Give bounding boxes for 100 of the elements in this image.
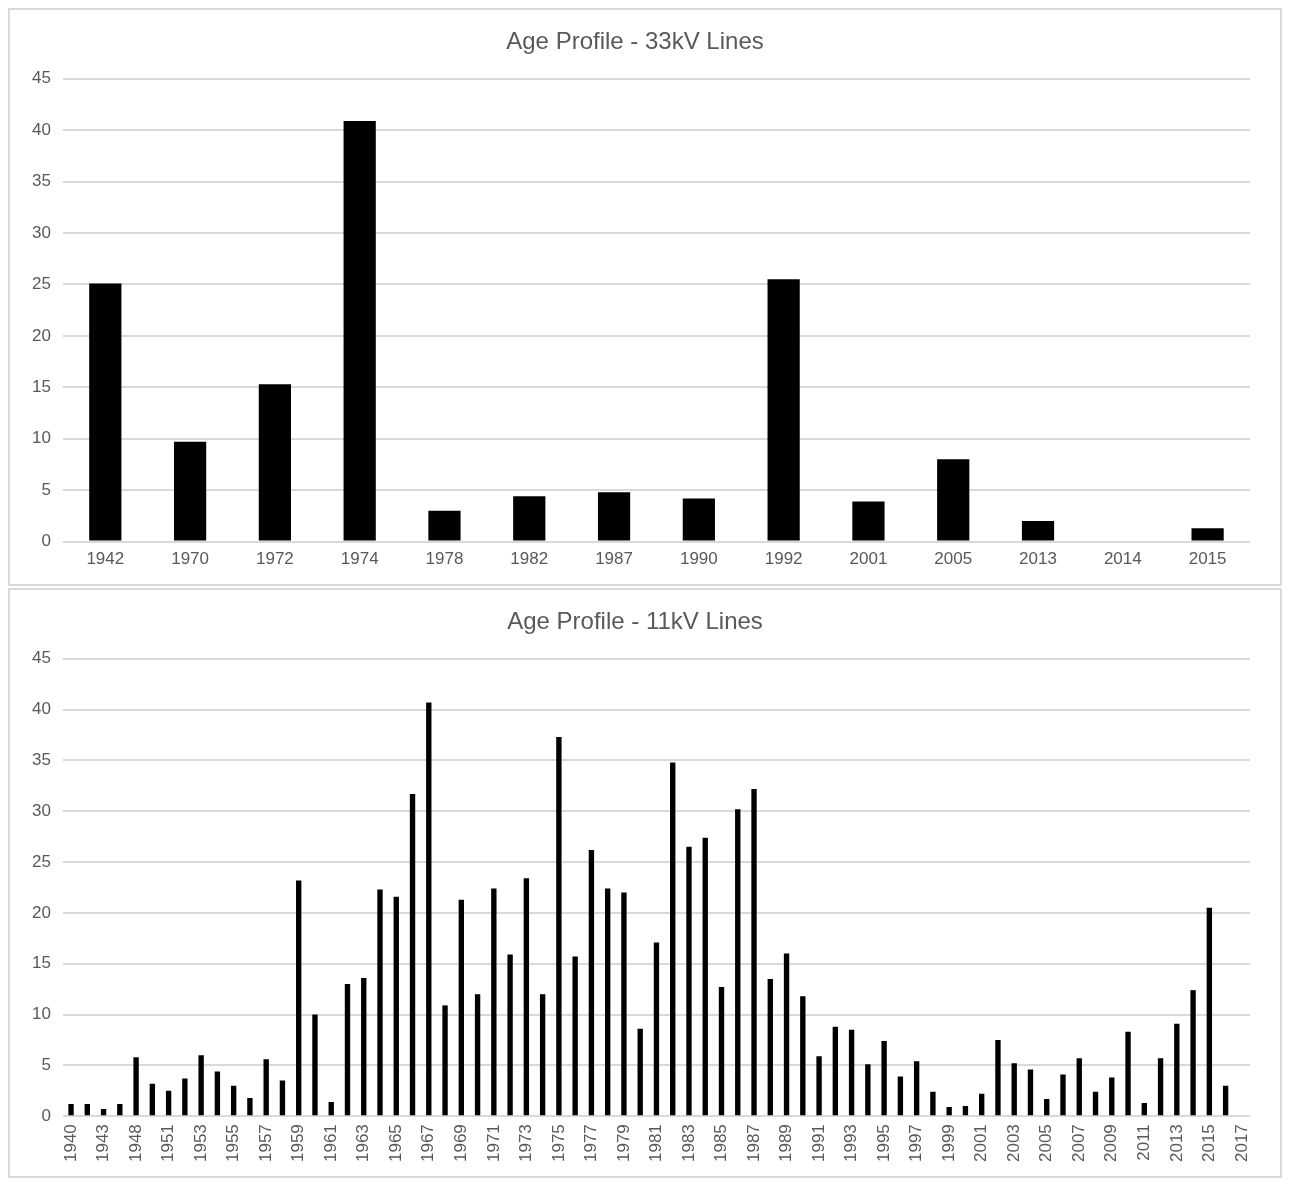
- bar: [588, 849, 595, 1116]
- x-tick-label: 2001: [849, 549, 888, 569]
- bar: [930, 1091, 936, 1116]
- bar: [133, 1057, 139, 1116]
- bar: [1021, 521, 1055, 541]
- bar: [458, 899, 464, 1116]
- bar: [637, 1028, 643, 1116]
- bar: [247, 1097, 253, 1116]
- bar: [897, 1076, 904, 1116]
- bar: [1157, 1058, 1164, 1116]
- x-tick-label: 1943: [93, 1124, 113, 1163]
- x-tick-label: 1995: [873, 1124, 893, 1163]
- bar: [702, 837, 708, 1116]
- x-tick-label: 2017: [1231, 1124, 1251, 1163]
- bar: [1174, 1023, 1180, 1116]
- bar: [312, 1014, 318, 1116]
- bar: [1191, 528, 1224, 541]
- bar: [328, 1101, 334, 1116]
- x-tick-label: 2013: [1166, 1124, 1186, 1163]
- bar: [361, 977, 367, 1116]
- x-tick-label: 2005: [1036, 1124, 1056, 1163]
- y-tick-label: 15: [31, 377, 51, 397]
- bar: [767, 978, 773, 1116]
- bar: [597, 492, 631, 541]
- bar: [670, 762, 676, 1116]
- y-tick-label: 0: [41, 1105, 51, 1125]
- y-tick-label: 45: [31, 68, 51, 88]
- bar: [409, 793, 416, 1116]
- x-tick-label: 1997: [906, 1124, 926, 1163]
- x-tick-label: 2014: [1103, 549, 1142, 569]
- bar: [1092, 1091, 1099, 1116]
- x-tick-label: 1979: [613, 1124, 633, 1163]
- x-tick-label: 2011: [1133, 1124, 1153, 1161]
- bar: [1011, 1063, 1017, 1116]
- y-tick-label: 0: [41, 531, 51, 551]
- bar: [621, 892, 627, 1116]
- bar: [1125, 1031, 1131, 1116]
- x-tick-label: 2003: [1003, 1124, 1023, 1163]
- bar: [279, 1080, 286, 1116]
- bar: [556, 737, 562, 1116]
- bar: [572, 956, 578, 1116]
- x-tick-label: 1991: [808, 1124, 828, 1163]
- bar: [198, 1055, 204, 1116]
- bar: [800, 996, 806, 1116]
- bar: [100, 1109, 107, 1116]
- bar: [1109, 1077, 1115, 1116]
- x-tick-label: 1957: [255, 1124, 275, 1163]
- bar: [1222, 1085, 1229, 1116]
- bar: [474, 994, 481, 1116]
- bar: [848, 1029, 855, 1116]
- bar: [182, 1078, 188, 1116]
- y-tick-label: 5: [41, 479, 51, 499]
- x-tick-label: 1948: [125, 1124, 145, 1163]
- bar: [117, 1103, 123, 1116]
- x-tick-label: 2007: [1068, 1124, 1088, 1163]
- y-tick-label: 10: [31, 1004, 51, 1024]
- y-tick-label: 30: [31, 222, 51, 242]
- bar: [539, 994, 546, 1116]
- x-tick-label: 2013: [1019, 549, 1057, 569]
- x-tick-label: 2015: [1188, 549, 1227, 569]
- x-tick-label: 1971: [483, 1124, 503, 1163]
- y-tick-label: 45: [31, 648, 51, 668]
- bar: [604, 888, 611, 1116]
- y-tick-label: 40: [31, 119, 51, 139]
- chart-title: Age Profile - 33kV Lines: [506, 27, 764, 55]
- bar: [442, 1005, 448, 1116]
- bar: [962, 1106, 969, 1116]
- x-tick-label: 1982: [510, 549, 549, 569]
- y-tick-label: 30: [31, 800, 51, 820]
- bar: [343, 120, 376, 541]
- bar: [767, 279, 800, 541]
- bar: [995, 1039, 1001, 1116]
- x-tick-label: 2015: [1199, 1124, 1219, 1163]
- x-tick-label: 1953: [190, 1124, 210, 1163]
- bar: [979, 1093, 985, 1116]
- x-tick-label: 1951: [158, 1124, 178, 1163]
- bar: [718, 987, 725, 1116]
- bar: [173, 441, 207, 541]
- bar: [230, 1085, 237, 1116]
- x-tick-label: 1985: [711, 1124, 731, 1163]
- x-tick-label: 1955: [223, 1124, 243, 1163]
- bar: [296, 880, 302, 1116]
- x-tick-label: 1999: [938, 1124, 958, 1163]
- y-tick-label: 35: [31, 171, 51, 191]
- x-tick-label: 1974: [340, 549, 379, 569]
- bar: [783, 953, 790, 1116]
- bar: [816, 1056, 822, 1116]
- bar: [258, 384, 291, 541]
- bar: [513, 496, 546, 541]
- bar: [1076, 1058, 1082, 1116]
- x-tick-label: 1981: [646, 1124, 666, 1163]
- bar: [832, 1026, 839, 1116]
- bar: [865, 1064, 871, 1116]
- x-tick-label: 2005: [934, 549, 973, 569]
- bar: [686, 846, 692, 1116]
- bar: [426, 702, 432, 1116]
- bar: [68, 1103, 74, 1116]
- x-tick-label: 1993: [841, 1124, 861, 1163]
- bar: [491, 888, 497, 1116]
- bar: [852, 501, 885, 541]
